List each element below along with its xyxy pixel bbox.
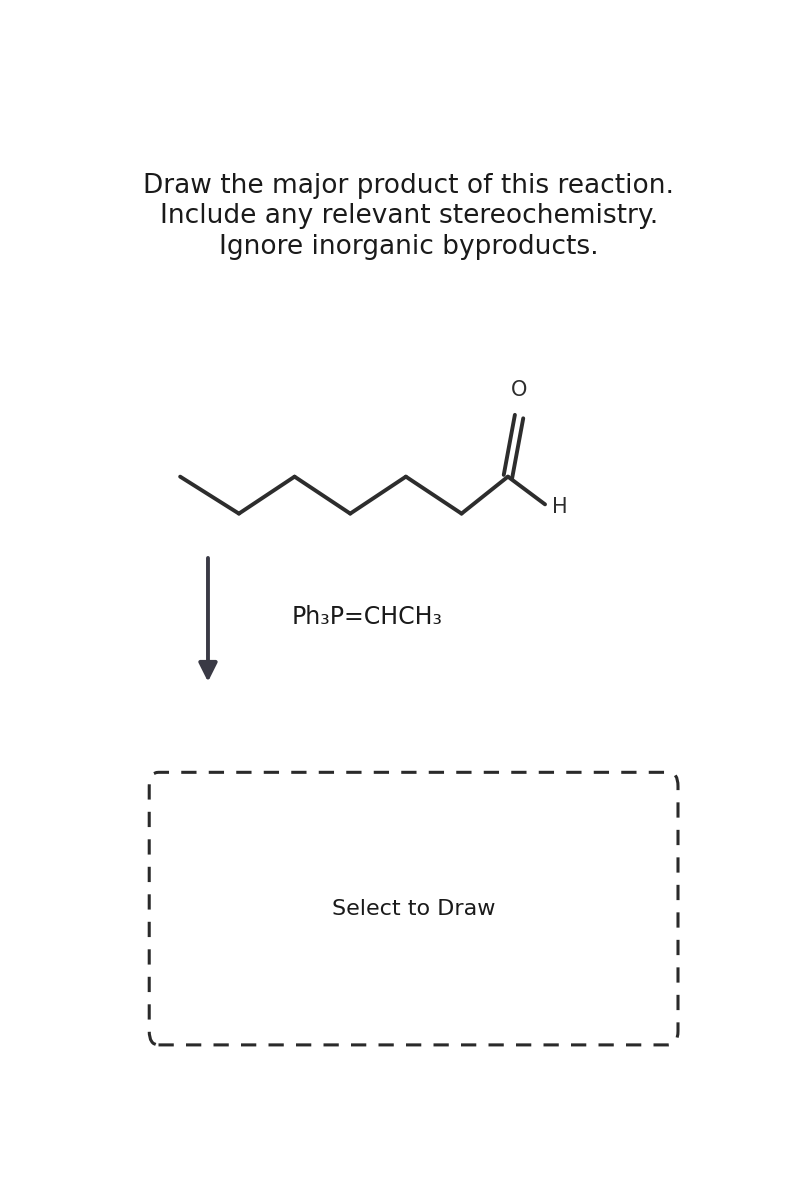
Text: Ph₃P=CHCH₃: Ph₃P=CHCH₃ xyxy=(291,605,442,629)
Text: H: H xyxy=(552,497,568,517)
Text: Select to Draw: Select to Draw xyxy=(332,899,496,919)
Text: Ignore inorganic byproducts.: Ignore inorganic byproducts. xyxy=(219,234,598,259)
Text: O: O xyxy=(511,380,527,400)
Text: Include any relevant stereochemistry.: Include any relevant stereochemistry. xyxy=(160,203,658,229)
Text: Draw the major product of this reaction.: Draw the major product of this reaction. xyxy=(144,173,674,198)
FancyArrowPatch shape xyxy=(200,558,215,678)
